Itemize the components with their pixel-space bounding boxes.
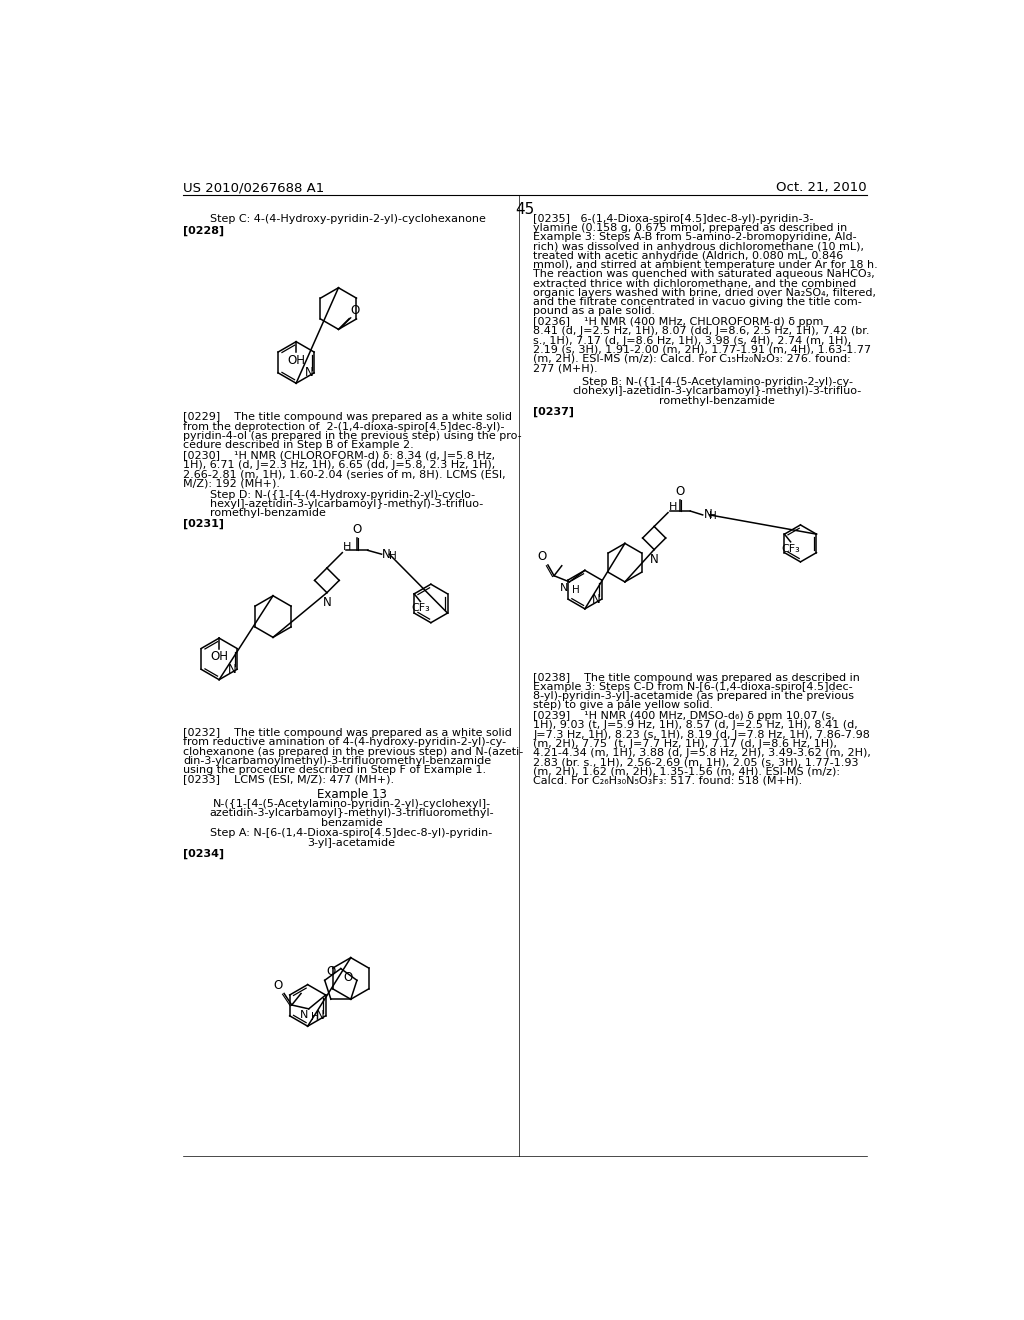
Text: [0233]    LCMS (ESI, M/Z): 477 (MH+).: [0233] LCMS (ESI, M/Z): 477 (MH+).	[183, 775, 394, 784]
Text: azetidin-3-ylcarbamoyl}-methyl)-3-trifluoromethyl-: azetidin-3-ylcarbamoyl}-methyl)-3-triflu…	[209, 808, 494, 818]
Text: treated with acetic anhydride (Aldrich, 0.080 mL, 0.846: treated with acetic anhydride (Aldrich, …	[534, 251, 844, 261]
Text: (m, 2H), 1.62 (m, 2H), 1.35-1.56 (m, 4H). ESI-MS (m/z):: (m, 2H), 1.62 (m, 2H), 1.35-1.56 (m, 4H)…	[534, 767, 841, 776]
Text: 1H), 9.03 (t, J=5.9 Hz, 1H), 8.57 (d, J=2.5 Hz, 1H), 8.41 (d,: 1H), 9.03 (t, J=5.9 Hz, 1H), 8.57 (d, J=…	[534, 721, 858, 730]
Text: romethyl-benzamide: romethyl-benzamide	[659, 396, 775, 405]
Text: [0230]    ¹H NMR (CHLOROFORM-d) δ: 8.34 (d, J=5.8 Hz,: [0230] ¹H NMR (CHLOROFORM-d) δ: 8.34 (d,…	[183, 451, 495, 461]
Text: O: O	[273, 979, 283, 991]
Text: H: H	[709, 511, 717, 521]
Text: N: N	[592, 593, 601, 606]
Text: [0239]    ¹H NMR (400 MHz, DMSO-d₆) δ ppm 10.07 (s,: [0239] ¹H NMR (400 MHz, DMSO-d₆) δ ppm 1…	[534, 711, 835, 721]
Text: 2.83 (br. s., 1H), 2.56-2.69 (m, 1H), 2.05 (s, 3H), 1.77-1.93: 2.83 (br. s., 1H), 2.56-2.69 (m, 1H), 2.…	[534, 758, 859, 767]
Text: OH: OH	[210, 651, 228, 664]
Text: Step A: N-[6-(1,4-Dioxa-spiro[4.5]dec-8-yl)-pyridin-: Step A: N-[6-(1,4-Dioxa-spiro[4.5]dec-8-…	[210, 829, 493, 838]
Text: OH: OH	[287, 354, 305, 367]
Text: 4.21-4.34 (m, 1H), 3.88 (d, J=5.8 Hz, 2H), 3.49-3.62 (m, 2H),: 4.21-4.34 (m, 1H), 3.88 (d, J=5.8 Hz, 2H…	[534, 748, 871, 758]
Text: 45: 45	[515, 202, 535, 216]
Text: CF₃: CF₃	[781, 544, 800, 554]
Text: 8.41 (d, J=2.5 Hz, 1H), 8.07 (dd, J=8.6, 2.5 Hz, 1H), 7.42 (br.: 8.41 (d, J=2.5 Hz, 1H), 8.07 (dd, J=8.6,…	[534, 326, 869, 337]
Text: [0234]: [0234]	[183, 849, 224, 858]
Text: Step B: N-({1-[4-(5-Acetylamino-pyridin-2-yl)-cy-: Step B: N-({1-[4-(5-Acetylamino-pyridin-…	[582, 378, 853, 387]
Text: Example 3: Steps A-B from 5-amino-2-bromopyridine, Ald-: Example 3: Steps A-B from 5-amino-2-brom…	[534, 232, 857, 243]
Text: Oct. 21, 2010: Oct. 21, 2010	[776, 181, 866, 194]
Text: [0237]: [0237]	[534, 407, 574, 417]
Text: clohexanone (as prepared in the previous step) and N-(azeti-: clohexanone (as prepared in the previous…	[183, 747, 523, 756]
Text: O: O	[675, 484, 684, 498]
Text: step) to give a pale yellow solid.: step) to give a pale yellow solid.	[534, 701, 714, 710]
Text: N: N	[323, 595, 332, 609]
Text: H: H	[571, 585, 580, 595]
Text: [0235]   6-(1,4-Dioxa-spiro[4.5]dec-8-yl)-pyridin-3-: [0235] 6-(1,4-Dioxa-spiro[4.5]dec-8-yl)-…	[534, 214, 814, 224]
Text: 8-yl)-pyridin-3-yl]-acetamide (as prepared in the previous: 8-yl)-pyridin-3-yl]-acetamide (as prepar…	[534, 692, 854, 701]
Text: M/Z): 192 (MH+).: M/Z): 192 (MH+).	[183, 479, 280, 488]
Text: H: H	[343, 543, 351, 552]
Text: H: H	[388, 550, 396, 561]
Text: N-({1-[4-(5-Acetylamino-pyridin-2-yl)-cyclohexyl]-: N-({1-[4-(5-Acetylamino-pyridin-2-yl)-cy…	[213, 799, 490, 809]
Text: (m, 2H), 7.75  (t, J=7.7 Hz, 1H), 7.17 (d, J=8.6 Hz, 1H),: (m, 2H), 7.75 (t, J=7.7 Hz, 1H), 7.17 (d…	[534, 739, 838, 748]
Text: Example 3: Steps C-D from N-[6-(1,4-dioxa-spiro[4.5]dec-: Example 3: Steps C-D from N-[6-(1,4-diox…	[534, 682, 853, 692]
Text: [0236]    ¹H NMR (400 MHz, CHLOROFORM-d) δ ppm: [0236] ¹H NMR (400 MHz, CHLOROFORM-d) δ …	[534, 317, 823, 327]
Text: O: O	[352, 524, 361, 536]
Text: US 2010/0267688 A1: US 2010/0267688 A1	[183, 181, 325, 194]
Text: [0231]: [0231]	[183, 519, 224, 529]
Text: (m, 2H). ESI-MS (m/z): Calcd. For C₁₅H₂₀N₂O₃: 276. found:: (m, 2H). ESI-MS (m/z): Calcd. For C₁₅H₂₀…	[534, 354, 851, 364]
Text: using the procedure described in Step F of Example 1.: using the procedure described in Step F …	[183, 766, 486, 775]
Text: N: N	[382, 548, 391, 561]
Text: [0229]    The title compound was prepared as a white solid: [0229] The title compound was prepared a…	[183, 412, 512, 422]
Text: organic layers washed with brine, dried over Na₂SO₄, filtered,: organic layers washed with brine, dried …	[534, 288, 877, 298]
Text: O: O	[351, 304, 360, 317]
Text: N: N	[650, 553, 658, 566]
Text: H: H	[311, 1012, 318, 1022]
Text: N: N	[300, 1010, 308, 1020]
Text: din-3-ylcarbamoylmethyl)-3-trifluoromethyl-benzamide: din-3-ylcarbamoylmethyl)-3-trifluorometh…	[183, 756, 492, 766]
Text: pyridin-4-ol (as prepared in the previous step) using the pro-: pyridin-4-ol (as prepared in the previou…	[183, 430, 521, 441]
Text: cedure described in Step B of Example 2.: cedure described in Step B of Example 2.	[183, 441, 414, 450]
Text: [0228]: [0228]	[183, 226, 224, 236]
Text: The reaction was quenched with saturated aqueous NaHCO₃,: The reaction was quenched with saturated…	[534, 269, 876, 280]
Text: N: N	[703, 508, 712, 521]
Text: from reductive amination of 4-(4-hydroxy-pyridin-2-yl)-cy-: from reductive amination of 4-(4-hydroxy…	[183, 738, 506, 747]
Text: hexyl]-azetidin-3-ylcarbamoyl}-methyl)-3-trifluo-: hexyl]-azetidin-3-ylcarbamoyl}-methyl)-3…	[210, 499, 483, 508]
Text: extracted thrice with dichloromethane, and the combined: extracted thrice with dichloromethane, a…	[534, 279, 856, 289]
Text: H: H	[669, 502, 677, 512]
Text: pound as a pale solid.: pound as a pale solid.	[534, 306, 655, 317]
Text: Step D: N-({1-[4-(4-Hydroxy-pyridin-2-yl)-cyclo-: Step D: N-({1-[4-(4-Hydroxy-pyridin-2-yl…	[210, 490, 475, 499]
Text: from the deprotection of  2-(1,4-dioxa-spiro[4.5]dec-8-yl)-: from the deprotection of 2-(1,4-dioxa-sp…	[183, 422, 505, 432]
Text: and the filtrate concentrated in vacuo giving the title com-: and the filtrate concentrated in vacuo g…	[534, 297, 862, 308]
Text: [0238]    The title compound was prepared as described in: [0238] The title compound was prepared a…	[534, 673, 860, 682]
Text: O: O	[343, 972, 352, 983]
Text: romethyl-benzamide: romethyl-benzamide	[210, 508, 326, 517]
Text: N: N	[304, 367, 313, 379]
Text: N: N	[560, 583, 568, 594]
Text: Step C: 4-(4-Hydroxy-pyridin-2-yl)-cyclohexanone: Step C: 4-(4-Hydroxy-pyridin-2-yl)-cyclo…	[210, 214, 485, 224]
Text: CF₃: CF₃	[411, 603, 430, 612]
Text: Example 13: Example 13	[316, 788, 386, 801]
Text: ylamine (0.158 g, 0.675 mmol, prepared as described in: ylamine (0.158 g, 0.675 mmol, prepared a…	[534, 223, 848, 234]
Text: N: N	[316, 1010, 325, 1022]
Text: s., 1H), 7.17 (d, J=8.6 Hz, 1H), 3.98 (s, 4H), 2.74 (m, 1H),: s., 1H), 7.17 (d, J=8.6 Hz, 1H), 3.98 (s…	[534, 335, 852, 346]
Text: O: O	[327, 965, 336, 978]
Text: 2.19 (s, 3H), 1.91-2.00 (m, 2H), 1.77-1.91 (m, 4H), 1.63-1.77: 2.19 (s, 3H), 1.91-2.00 (m, 2H), 1.77-1.…	[534, 345, 871, 355]
Text: [0232]    The title compound was prepared as a white solid: [0232] The title compound was prepared a…	[183, 729, 512, 738]
Text: N: N	[227, 663, 237, 676]
Text: 2.66-2.81 (m, 1H), 1.60-2.04 (series of m, 8H). LCMS (ESI,: 2.66-2.81 (m, 1H), 1.60-2.04 (series of …	[183, 470, 506, 479]
Text: rich) was dissolved in anhydrous dichloromethane (10 mL),: rich) was dissolved in anhydrous dichlor…	[534, 242, 864, 252]
Text: benzamide: benzamide	[321, 817, 382, 828]
Text: 3-yl]-acetamide: 3-yl]-acetamide	[307, 837, 395, 847]
Text: O: O	[538, 550, 547, 564]
Text: Calcd. For C₂₆H₃₀N₅O₃F₃: 517. found: 518 (M+H).: Calcd. For C₂₆H₃₀N₅O₃F₃: 517. found: 518…	[534, 776, 803, 785]
Text: mmol), and stirred at ambient temperature under Ar for 18 h.: mmol), and stirred at ambient temperatur…	[534, 260, 878, 271]
Text: 1H), 6.71 (d, J=2.3 Hz, 1H), 6.65 (dd, J=5.8, 2.3 Hz, 1H),: 1H), 6.71 (d, J=2.3 Hz, 1H), 6.65 (dd, J…	[183, 461, 496, 470]
Text: J=7.3 Hz, 1H), 8.23 (s, 1H), 8.19 (d, J=7.8 Hz, 1H), 7.86-7.98: J=7.3 Hz, 1H), 8.23 (s, 1H), 8.19 (d, J=…	[534, 730, 870, 739]
Text: clohexyl]-azetidin-3-ylcarbamoyl}-methyl)-3-trifluo-: clohexyl]-azetidin-3-ylcarbamoyl}-methyl…	[572, 387, 862, 396]
Text: 277 (M+H).: 277 (M+H).	[534, 363, 598, 374]
